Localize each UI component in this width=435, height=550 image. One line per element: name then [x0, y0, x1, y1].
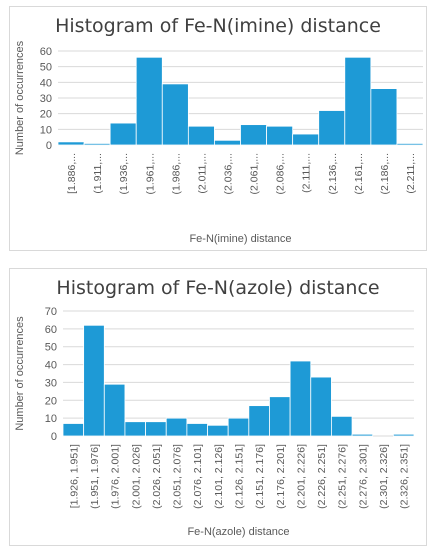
histogram-bar — [186, 423, 208, 437]
x-tick-label: (2.326, 2.351] — [399, 444, 411, 509]
histogram-bar — [83, 324, 105, 437]
y-tick-label: 60 — [45, 324, 57, 336]
y-tick-label: 30 — [45, 377, 57, 389]
y-tick-label: 50 — [45, 342, 57, 354]
histogram-bar — [207, 424, 229, 437]
x-tick-label: [1.886,... — [66, 153, 78, 194]
histogram-bar — [103, 383, 126, 437]
histogram-bar — [227, 417, 250, 437]
histogram-bar — [135, 56, 163, 146]
histogram-bar — [161, 83, 189, 146]
y-tick-label: 60 — [40, 46, 52, 58]
azole-histogram-chart: 0 10 20 30 40 50 60 70 [1.926, 1.951] (1.951, 1.9… — [14, 306, 415, 538]
x-tick-label: (1.961,... — [144, 153, 156, 194]
azole-histogram-panel: Histogram of Fe-N(azole) distance 0 10 20 3… — [9, 268, 427, 546]
x-tick-label: (2.201, 2.226] — [295, 444, 307, 509]
x-tick-label: (2.051, 2.076] — [172, 444, 184, 509]
histogram-bar — [240, 124, 267, 146]
y-tick-label: 0 — [46, 140, 52, 152]
histogram-bar — [310, 376, 332, 437]
y-tick-label: 40 — [45, 360, 57, 372]
x-tick-label: (2.186,... — [379, 153, 391, 194]
histogram-bar — [62, 423, 85, 437]
x-tick-label: (1.986,... — [170, 153, 182, 194]
x-tick-label: (2.036,... — [222, 153, 234, 194]
histogram-bar — [266, 125, 294, 146]
histogram-bar — [392, 433, 415, 437]
x-tick-label: (1.976, 2.001] — [110, 444, 122, 509]
x-tick-label: (2.251, 2.276] — [337, 444, 349, 509]
y-tick-label: 40 — [40, 77, 52, 89]
x-tick-label: (2.101, 2.126] — [213, 444, 225, 509]
y-tick-label: 10 — [45, 413, 57, 425]
histogram-bar — [145, 421, 167, 437]
x-tick-label: (2.176, 2.201] — [275, 444, 287, 509]
x-tick-label: (2.011,... — [196, 153, 208, 194]
x-tick-label: (2.226, 2.251] — [316, 444, 328, 509]
x-tick-label: (2.026, 2.051] — [151, 444, 163, 509]
y-tick-label: 10 — [40, 124, 52, 136]
histogram-bar — [318, 110, 346, 146]
x-tick-label: (1.936,... — [118, 153, 130, 194]
y-axis-label: Number of occurrences — [14, 40, 26, 155]
histogram-bar — [396, 143, 424, 146]
x-tick-label: (2.276, 2.301] — [357, 444, 369, 509]
histogram-bar — [289, 360, 312, 437]
histogram-bar — [292, 133, 320, 146]
x-tick-label: (2.086,... — [275, 153, 287, 194]
y-tick-label: 20 — [45, 395, 57, 407]
x-tick-label: (2.136,... — [327, 153, 339, 194]
y-tick-label: 50 — [40, 62, 52, 74]
histogram-bar — [269, 396, 291, 437]
x-tick-label: (2.001, 2.026] — [130, 444, 142, 509]
y-tick-label: 0 — [51, 431, 57, 443]
x-tick-label: (2.076, 2.101] — [192, 444, 204, 509]
y-tick-label: 70 — [45, 306, 57, 318]
histogram-bar — [187, 125, 215, 146]
imine-histogram-chart: 0 10 20 30 40 50 60 [1.886,... (1.911,... (1.936,… — [14, 40, 424, 245]
y-axis-label: Number of occurrences — [14, 316, 26, 431]
x-tick-label: (2.161,... — [353, 153, 365, 194]
x-tick-label: (1.911,... — [92, 153, 104, 194]
x-tick-label: (2.061,... — [249, 153, 261, 194]
histogram-bar — [331, 415, 353, 437]
x-axis-label: Fe-N(azole) distance — [187, 526, 289, 538]
x-tick-label: (1.951, 1.976] — [89, 444, 101, 509]
histogram-bar — [109, 122, 137, 146]
histogram-bar — [214, 139, 241, 146]
y-tick-label: 20 — [40, 109, 52, 121]
x-tick-label: (2.151, 2.176] — [254, 444, 266, 509]
histogram-bar — [83, 143, 111, 146]
chart-title: Histogram of Fe-N(azole) distance — [56, 277, 380, 299]
histogram-bar — [351, 433, 374, 437]
histogram-bar — [165, 417, 188, 437]
x-tick-label: [1.926, 1.951] — [68, 444, 80, 508]
histogram-bar — [370, 88, 398, 146]
histogram-bar — [57, 141, 85, 146]
x-tick-label: (2.211,... — [405, 153, 417, 194]
x-tick-label: (2.301, 2.326] — [378, 444, 390, 509]
y-tick-label: 30 — [40, 93, 52, 105]
histogram-bar — [248, 405, 270, 437]
imine-histogram-panel: Histogram of Fe-N(imine) distance 0 10 20 3… — [9, 6, 427, 251]
x-tick-label: (2.111,... — [301, 153, 313, 193]
chart-title: Histogram of Fe-N(imine) distance — [55, 15, 381, 37]
x-tick-label: (2.126, 2.151] — [234, 444, 246, 509]
histogram-bar — [344, 56, 372, 146]
x-axis-label: Fe-N(imine) distance — [189, 233, 291, 245]
histogram-bar — [124, 421, 146, 437]
